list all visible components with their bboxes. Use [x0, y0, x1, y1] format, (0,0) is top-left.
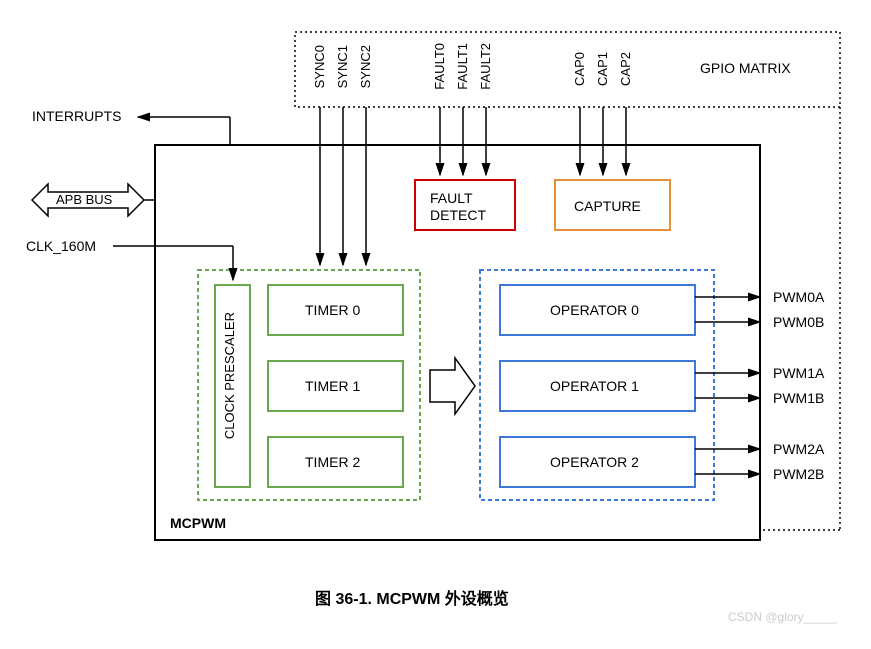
sync0-label: SYNC0	[312, 45, 327, 88]
diagram-svg	[0, 0, 871, 649]
watermark: CSDN @glory_____	[728, 610, 837, 624]
op1-label: OPERATOR 1	[550, 378, 639, 394]
fault0-label: FAULT0	[432, 43, 447, 90]
pwm1a-label: PWM1A	[773, 365, 824, 381]
timer2-label: TIMER 2	[305, 454, 360, 470]
clk-label: CLK_160M	[26, 238, 96, 254]
sync1-label: SYNC1	[335, 45, 350, 88]
op0-label: OPERATOR 0	[550, 302, 639, 318]
cap0-label: CAP0	[572, 52, 587, 86]
sync2-label: SYNC2	[358, 45, 373, 88]
fault-detect-text-line1: FAULT	[430, 190, 473, 206]
pwm0b-label: PWM0B	[773, 314, 824, 330]
figure-caption: 图 36-1. MCPWM 外设概览	[315, 585, 509, 609]
op2-label: OPERATOR 2	[550, 454, 639, 470]
apb-bus-label: APB BUS	[56, 192, 112, 207]
cap1-label: CAP1	[595, 52, 610, 86]
capture-label: CAPTURE	[574, 198, 641, 214]
fault1-label: FAULT1	[455, 43, 470, 90]
fault-detect-text-line2: DETECT	[430, 207, 486, 223]
clock-prescaler-label: CLOCK PRESCALER	[222, 312, 237, 439]
cap2-label: CAP2	[618, 52, 633, 86]
pwm1b-label: PWM1B	[773, 390, 824, 406]
gpio-matrix-label: GPIO MATRIX	[700, 60, 791, 76]
mcpwm-label: MCPWM	[170, 515, 226, 531]
pwm2a-label: PWM2A	[773, 441, 824, 457]
timer0-label: TIMER 0	[305, 302, 360, 318]
fault2-label: FAULT2	[478, 43, 493, 90]
pwm0a-label: PWM0A	[773, 289, 824, 305]
pwm2b-label: PWM2B	[773, 466, 824, 482]
timer1-label: TIMER 1	[305, 378, 360, 394]
interrupts-label: INTERRUPTS	[32, 108, 121, 124]
fault-detect-label: FAULT DETECT	[430, 190, 486, 224]
